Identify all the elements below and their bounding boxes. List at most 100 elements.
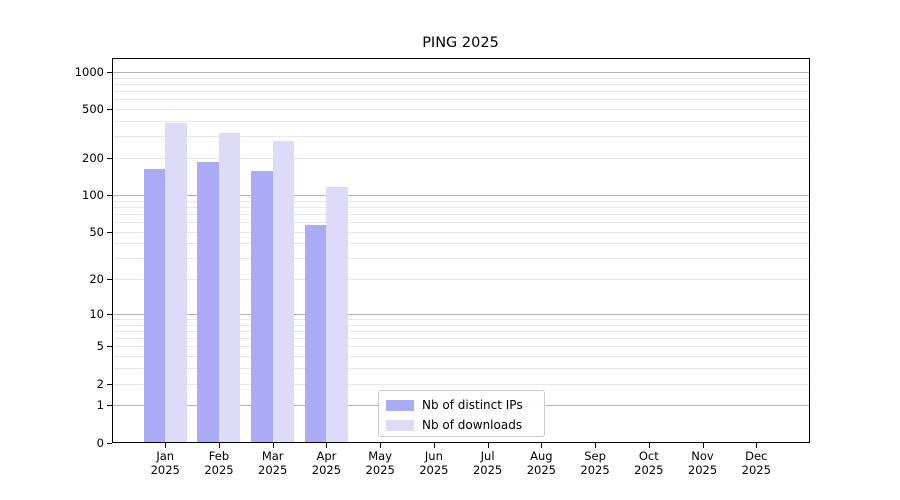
gridline-minor [112,158,810,160]
gridline-minor [112,222,810,223]
gridline-minor [112,368,810,370]
x-axis-tick [218,442,220,448]
x-axis-tick [595,442,597,448]
bar-downloads [218,132,241,443]
x-axis-tick-label: Jun 2025 [406,449,462,477]
y-axis-tick [106,231,112,233]
gridline-minor [112,231,810,233]
gridline-minor [112,109,810,111]
gridline-minor [112,83,810,85]
y-axis-tick-label: 2 [96,376,104,391]
y-axis-tick-label: 20 [89,272,104,287]
year-label: 2025 [472,462,503,477]
gridline-minor [112,383,810,385]
bar-distinct-ips [197,161,219,443]
x-axis-tick [326,442,328,448]
month-label: May [368,449,393,463]
y-axis-tick [106,346,112,348]
month-label: Aug [530,449,553,463]
y-axis-tick-label: 1 [96,398,104,413]
x-axis-tick-label: Jul 2025 [460,449,516,477]
gridline-minor [112,330,810,332]
gridline-major [112,194,810,196]
x-axis-tick-label: Oct 2025 [621,449,677,477]
y-axis-tick-label: 5 [96,339,104,354]
y-axis-tick-label: 10 [89,306,104,321]
month-label: Nov [691,449,714,463]
month-label: Jan [156,449,175,463]
x-axis-tick-label: Aug 2025 [513,449,569,477]
x-axis-tick-label: Nov 2025 [675,449,731,477]
y-axis-tick [106,313,112,315]
x-axis-tick-label: Jan 2025 [137,449,193,477]
gridline-minor [112,356,810,358]
x-axis-tick-label: May 2025 [352,449,408,477]
gridline-minor [112,121,810,122]
legend-label: Nb of downloads [422,418,523,432]
y-axis-tick [106,383,112,385]
year-label: 2025 [258,462,288,477]
gridline-minor [112,243,810,245]
bar-downloads [165,122,187,443]
x-axis-tick [541,442,543,448]
legend-swatch-icon [386,419,414,431]
y-axis-tick [106,71,112,73]
gridline-minor [112,91,810,93]
month-label: Oct [638,449,659,463]
bar-distinct-ips [304,224,327,443]
month-label: Jul [480,449,495,463]
y-axis-tick-label: 500 [82,102,104,117]
year-label: 2025 [634,462,664,477]
x-axis-tick [433,442,435,448]
legend-swatch-icon [386,399,414,411]
x-axis-tick-label: Apr 2025 [298,449,354,477]
gridline-minor [112,324,810,326]
y-axis-tick-label: 50 [89,224,104,239]
month-label: Mar [261,449,284,463]
year-label: 2025 [311,462,342,477]
legend-entry: Nb of distinct IPs [386,395,544,415]
y-axis-tick [106,194,112,196]
year-label: 2025 [365,462,395,477]
legend-label: Nb of distinct IPs [422,398,523,412]
month-label: Jun [424,449,443,463]
legend-entry: Nb of downloads [386,415,544,435]
gridline-minor [112,319,810,320]
bar-distinct-ips [143,168,166,443]
x-axis-tick-label: Dec 2025 [728,449,784,477]
gridline-minor [112,77,810,79]
year-label: 2025 [687,462,718,477]
gridline-minor [112,279,810,281]
month-label: Feb [208,449,230,463]
gridline-minor [112,136,810,138]
year-label: 2025 [419,462,449,477]
y-axis-tick [106,405,112,407]
legend: Nb of distinct IPs Nb of downloads [378,390,545,437]
y-axis-tick [106,109,112,111]
year-label: 2025 [741,462,771,477]
bar-downloads [272,141,295,443]
y-axis-tick [106,279,112,281]
x-axis-tick-label: Mar 2025 [245,449,301,477]
month-label: Dec [745,449,768,463]
x-axis-tick [272,442,274,448]
y-axis-tick-label: 100 [82,187,104,202]
gridline-major [112,71,810,73]
x-axis-tick [702,442,704,448]
gridline-minor [112,346,810,348]
gridline-minor [112,338,810,340]
chart-title: PING 2025 [422,35,499,51]
month-label: Apr [316,449,337,463]
x-axis-tick [756,442,758,448]
y-axis-tick-label: 0 [96,435,104,450]
y-axis-tick [106,442,112,444]
gridline-minor [112,99,810,101]
gridline-minor [112,200,810,202]
year-label: 2025 [204,462,234,477]
year-label: 2025 [526,462,556,477]
x-axis-tick-label: Feb 2025 [191,449,247,477]
gridline-minor [112,258,810,260]
x-axis-tick [380,442,382,448]
y-axis-tick-label: 200 [82,151,104,166]
